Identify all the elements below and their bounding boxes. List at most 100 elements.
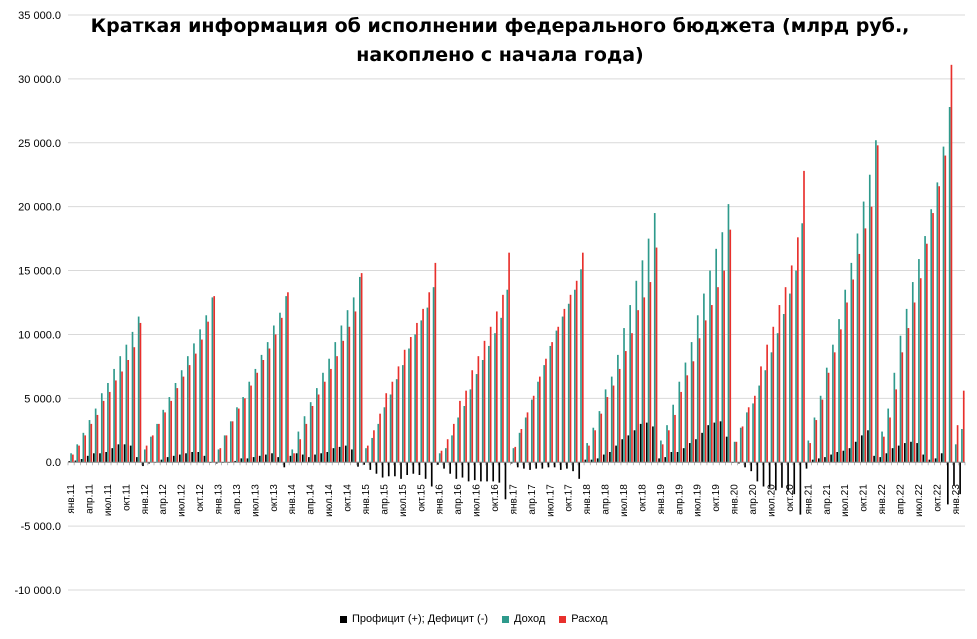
x-tick-label: янв.12	[140, 484, 151, 515]
x-tick-label: апр.16	[453, 484, 464, 515]
revenue-bar	[445, 448, 447, 463]
revenue-bar	[641, 260, 644, 463]
revenue-bar	[359, 276, 361, 463]
expense-bar	[827, 372, 830, 463]
expense-bar	[858, 253, 861, 463]
revenue-bar	[518, 432, 521, 463]
y-tick-label: -5 000.0	[21, 521, 61, 533]
revenue-bar	[469, 389, 472, 463]
expense-bar	[158, 423, 160, 463]
profit-bar	[947, 462, 949, 505]
expense-bar	[495, 311, 498, 463]
revenue-bar	[838, 319, 840, 463]
profit-bar	[117, 444, 120, 463]
profit-bar	[854, 441, 857, 463]
revenue-bar	[402, 365, 404, 463]
y-tick-label: 0.0	[46, 457, 61, 469]
revenue-bar	[875, 140, 877, 463]
x-tick-label: окт.15	[416, 484, 427, 512]
revenue-bar	[567, 303, 570, 463]
expense-bar	[237, 408, 240, 463]
expense-bar	[545, 358, 547, 463]
revenue-bar	[82, 432, 85, 463]
x-tick-label: июл.11	[103, 484, 114, 516]
expense-bar	[244, 398, 246, 463]
expense-bar	[717, 287, 719, 463]
expense-bar	[588, 445, 590, 463]
revenue-bar	[930, 209, 933, 463]
profit-bar	[504, 462, 507, 500]
revenue-bar	[156, 423, 158, 463]
expense-bar	[391, 381, 394, 463]
revenue-bar	[371, 437, 373, 463]
profit-bar	[320, 453, 322, 463]
revenue-bar	[918, 259, 920, 463]
expense-bar	[299, 439, 302, 463]
expense-bar	[262, 360, 265, 463]
revenue-bar	[727, 204, 730, 463]
profit-bar	[142, 462, 144, 467]
expense-bar	[833, 352, 836, 463]
expense-bar	[483, 340, 486, 463]
profit-bar	[406, 462, 408, 475]
revenue-bar	[383, 407, 386, 463]
revenue-bar	[217, 449, 220, 463]
revenue-bar	[457, 417, 459, 463]
expense-bar	[293, 453, 295, 463]
revenue-bar	[438, 453, 441, 463]
profit-bar	[387, 462, 390, 477]
profit-bar	[953, 462, 955, 486]
x-tick-label: янв.13	[214, 484, 225, 515]
expense-bar	[784, 287, 787, 463]
profit-bar	[891, 448, 894, 463]
expense-bar	[772, 326, 775, 463]
profit-bar	[756, 462, 759, 482]
x-tick-label: апр.21	[822, 484, 833, 515]
profit-bar	[609, 452, 611, 463]
revenue-bar	[948, 107, 951, 463]
revenue-bar	[414, 334, 416, 463]
expense-bar	[115, 380, 117, 463]
expense-bar	[213, 296, 216, 463]
expense-bar	[803, 170, 805, 463]
x-tick-label: окт.18	[637, 484, 648, 512]
x-axis-labels: янв.11 апр.11 июл.11 окт.11 янв.12 апр.12 июл.…	[66, 484, 962, 517]
profit-bar	[738, 462, 740, 464]
revenue-bar	[395, 379, 398, 463]
x-tick-label: июл.14	[324, 484, 335, 517]
profit-bar	[787, 462, 789, 491]
expense-bar	[508, 252, 510, 463]
expense-bar	[649, 282, 652, 463]
revenue-bar	[266, 342, 269, 463]
expense-bar	[741, 426, 744, 463]
expense-bar	[170, 400, 173, 463]
profit-bar	[301, 454, 304, 463]
expense-bar	[852, 279, 854, 463]
profit-bar	[676, 452, 679, 463]
profit-bar	[400, 462, 402, 479]
profit-bar	[252, 457, 255, 463]
profit-bar	[326, 452, 329, 463]
expense-bar	[809, 443, 811, 463]
y-tick-label: 30 000.0	[18, 74, 61, 86]
expense-bar	[711, 305, 713, 463]
x-tick-label: апр.20	[748, 484, 759, 515]
profit-bar	[191, 452, 193, 463]
expense-bar	[440, 450, 443, 463]
profit-bar	[271, 453, 273, 463]
profit-bar	[68, 461, 71, 463]
expense-bar	[575, 280, 578, 463]
x-axis	[67, 461, 966, 466]
profit-bar	[179, 454, 181, 463]
profit-bar	[621, 439, 624, 463]
revenue-bar	[248, 381, 251, 463]
expense-bar	[422, 308, 424, 463]
profit-bar	[578, 462, 581, 479]
expense-bar	[526, 412, 529, 463]
revenue-bar	[334, 342, 337, 463]
revenue-bar	[162, 409, 165, 463]
revenue-bar	[709, 270, 711, 463]
revenue-bar	[776, 333, 779, 463]
revenue-bar	[297, 431, 300, 463]
x-tick-label: июл.22	[914, 484, 925, 517]
